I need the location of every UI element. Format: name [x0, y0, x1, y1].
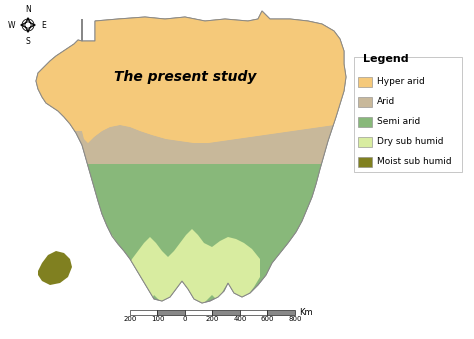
Polygon shape [0, 161, 474, 279]
Text: Km: Km [299, 308, 313, 317]
Bar [212, 310, 240, 315]
Polygon shape [0, 0, 474, 143]
Bar [358, 117, 372, 127]
Bar [354, 57, 462, 172]
Text: 400: 400 [233, 316, 246, 322]
Polygon shape [38, 251, 72, 285]
Bar [358, 157, 372, 167]
Text: Hyper arid: Hyper arid [377, 78, 425, 86]
Bar [358, 137, 372, 147]
Polygon shape [0, 0, 474, 143]
Bar [130, 310, 157, 315]
Polygon shape [0, 119, 474, 184]
Text: 200: 200 [206, 316, 219, 322]
Text: The present study: The present study [114, 70, 256, 84]
Text: E: E [42, 20, 46, 29]
Polygon shape [0, 0, 474, 143]
Polygon shape [0, 121, 474, 164]
Text: 100: 100 [151, 316, 164, 322]
Bar [358, 97, 372, 107]
Text: 0: 0 [183, 316, 187, 322]
Polygon shape [106, 229, 260, 311]
Text: 800: 800 [288, 316, 302, 322]
Bar [157, 310, 185, 315]
Bar [267, 310, 295, 315]
Text: S: S [26, 37, 30, 45]
Bar [185, 310, 212, 315]
Text: N: N [25, 4, 31, 14]
Polygon shape [36, 11, 346, 303]
Text: W: W [8, 20, 16, 29]
Text: Legend: Legend [363, 54, 409, 64]
Text: Arid: Arid [377, 98, 395, 106]
Text: 200: 200 [123, 316, 137, 322]
Text: Semi arid: Semi arid [377, 118, 420, 126]
Text: Dry sub humid: Dry sub humid [377, 138, 444, 146]
Text: Moist sub humid: Moist sub humid [377, 158, 452, 166]
Text: 600: 600 [261, 316, 274, 322]
Bar [240, 310, 267, 315]
Bar [358, 77, 372, 87]
